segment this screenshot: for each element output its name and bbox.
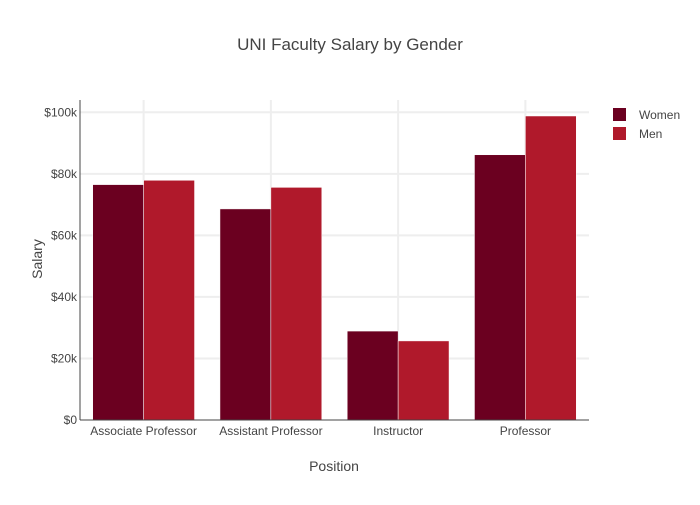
bar-women-professor[interactable]	[474, 154, 526, 421]
bar-men-assistant-professor[interactable]	[270, 187, 323, 421]
legend-swatch-men[interactable]	[613, 127, 626, 140]
legend-swatch-women[interactable]	[613, 108, 626, 121]
bars	[92, 115, 577, 421]
x-tick-label: Associate Professor	[90, 424, 197, 438]
y-tick-label: $80k	[51, 167, 78, 181]
x-tick-label: Instructor	[373, 424, 423, 438]
axes	[79, 100, 589, 421]
y-tick-labels: $0 $20k $40k $60k $80k $100k	[44, 105, 78, 427]
y-tick-label: $20k	[51, 351, 78, 365]
bar-women-assistant-professor[interactable]	[219, 208, 272, 421]
x-tick-label: Assistant Professor	[219, 424, 322, 438]
chart-title: UNI Faculty Salary by Gender	[237, 35, 463, 54]
bar-women-instructor[interactable]	[346, 330, 399, 421]
y-tick-label: $100k	[44, 105, 78, 119]
bar-women-associate-professor[interactable]	[92, 184, 144, 421]
bar-men-instructor[interactable]	[397, 340, 450, 421]
y-tick-label: $60k	[51, 228, 78, 242]
legend-label-men[interactable]: Men	[639, 127, 662, 141]
legend-label-women[interactable]: Women	[639, 108, 680, 122]
x-tick-label: Professor	[500, 424, 551, 438]
legend: Women Men	[613, 108, 680, 141]
y-tick-label: $0	[64, 413, 78, 427]
y-tick-label: $40k	[51, 290, 78, 304]
x-tick-labels: Associate Professor Assistant Professor In…	[90, 424, 551, 438]
bar-men-professor[interactable]	[525, 115, 577, 421]
bar-men-associate-professor[interactable]	[143, 180, 195, 421]
x-axis-title: Position	[309, 458, 359, 474]
y-axis-title: Salary	[29, 239, 45, 279]
